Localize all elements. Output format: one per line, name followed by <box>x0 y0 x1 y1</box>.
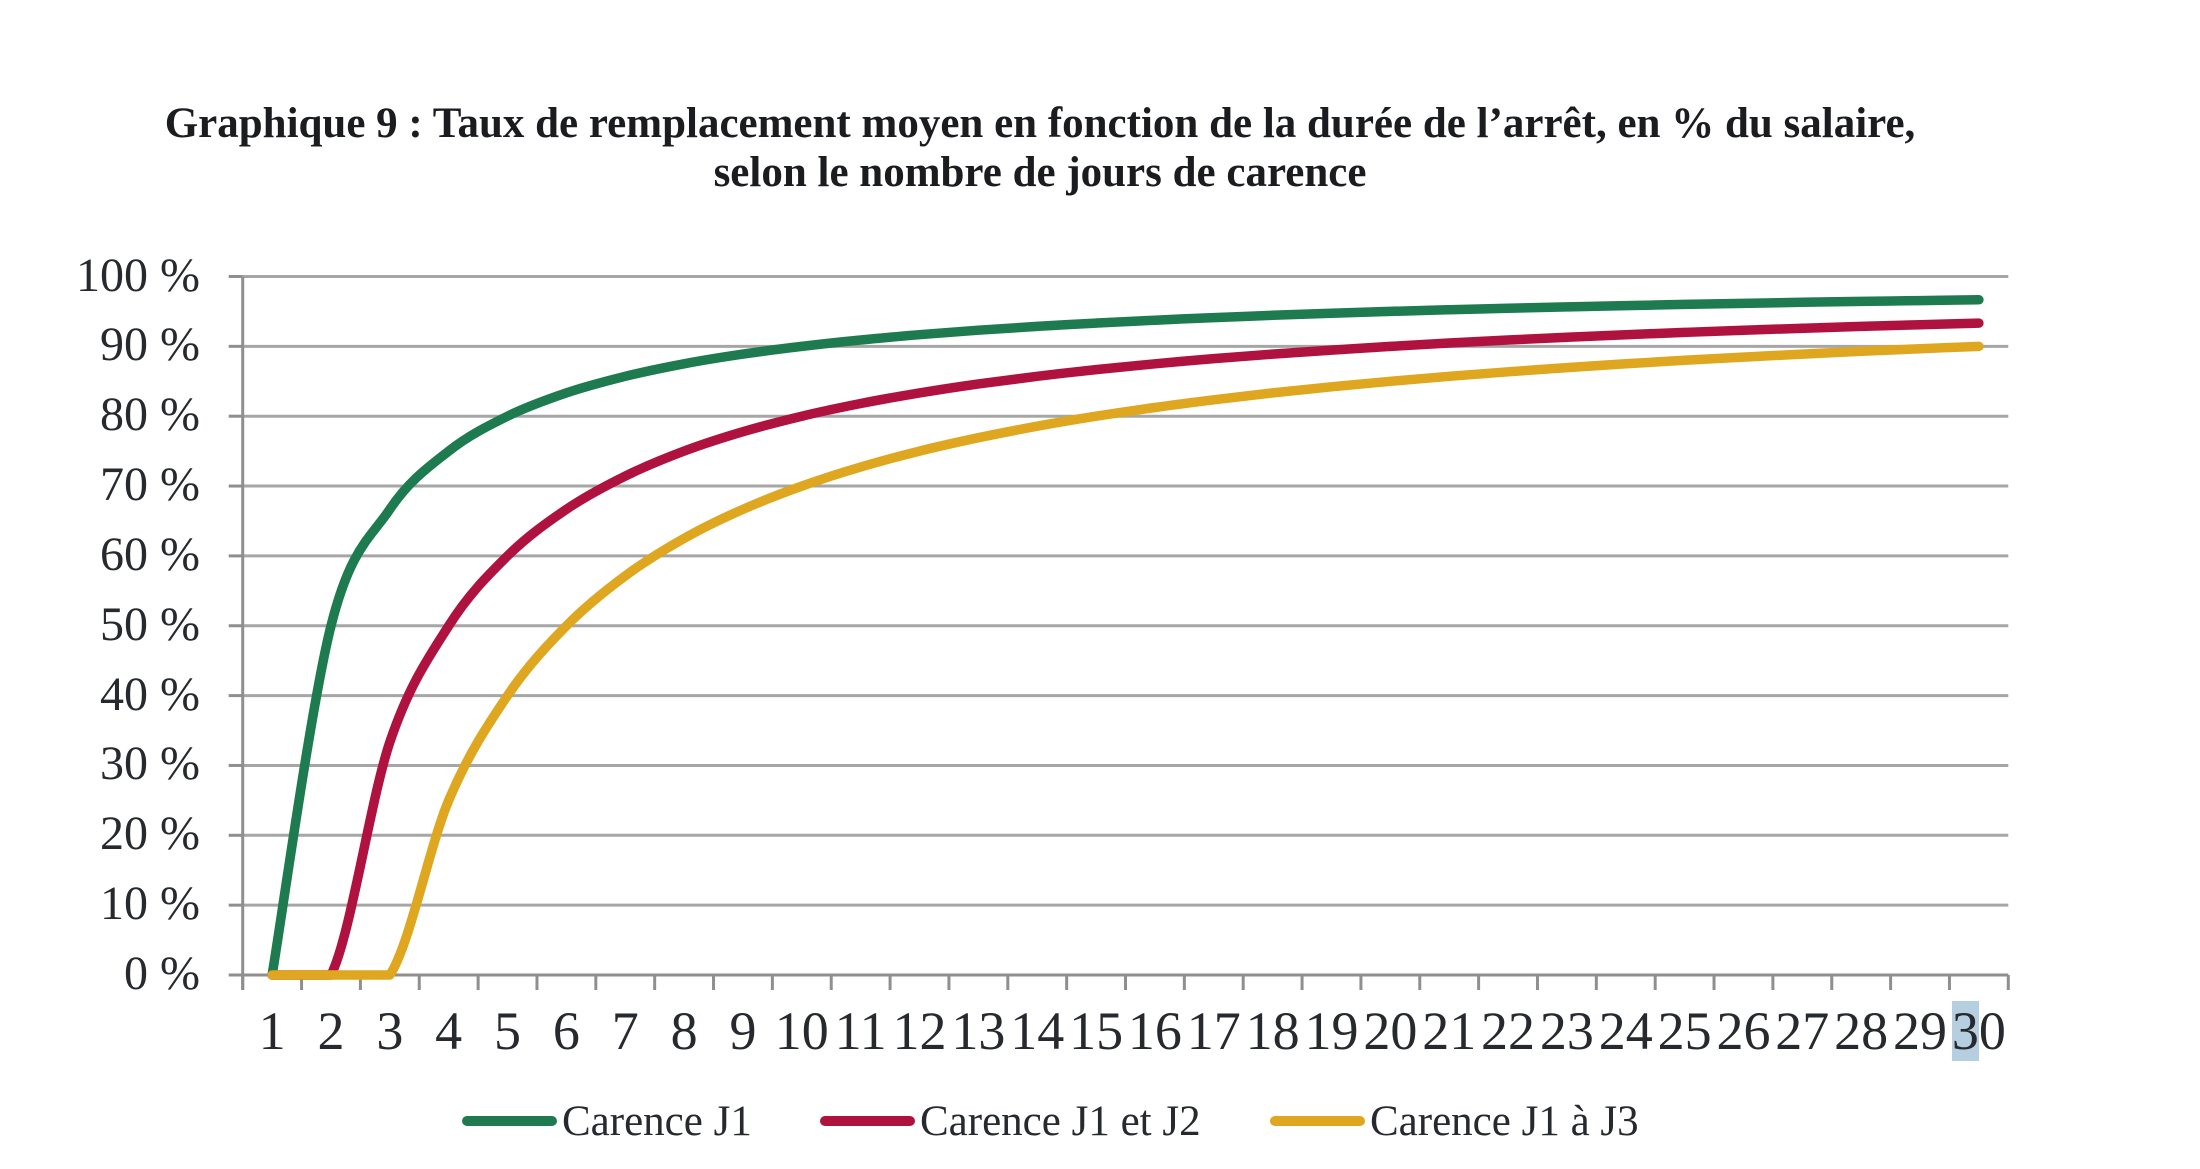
x-axis-tick-label: 28 <box>1834 1001 1889 1061</box>
legend-item: Carence J1 <box>462 1097 752 1145</box>
legend-swatch-carence-j1 <box>462 1116 557 1126</box>
y-axis-tick-label: 10 % <box>100 877 200 931</box>
legend-label: Carence J1 <box>562 1097 752 1145</box>
legend-item: Carence J1 à J3 <box>1270 1097 1639 1145</box>
x-axis-tick-label: 3 <box>376 1001 404 1061</box>
x-axis-tick-label: 20 <box>1363 1001 1418 1061</box>
x-axis-tick-label: 15 <box>1069 1001 1124 1061</box>
y-axis-tick-label: 20 % <box>100 807 200 861</box>
x-axis-tick-label: 17 <box>1186 1001 1241 1061</box>
legend-label: Carence J1 à J3 <box>1370 1097 1639 1145</box>
x-axis-tick-label: 9 <box>729 1001 757 1061</box>
x-axis-tick-label: 18 <box>1245 1001 1300 1061</box>
chart-title-line2: selon le nombre de jours de carence <box>713 149 1367 196</box>
x-axis-tick-label: 21 <box>1422 1001 1477 1061</box>
x-axis-tick-label: 2 <box>317 1001 345 1061</box>
x-axis-tick-label: 26 <box>1716 1001 1771 1061</box>
chart-title-line1: Graphique 9 : Taux de remplacement moyen… <box>164 100 1916 147</box>
x-axis-tick-label: 1 <box>258 1001 286 1061</box>
series-line-carence-j1-j3 <box>267 341 1984 980</box>
y-axis-tick-label: 0 % <box>124 947 200 1000</box>
x-axis-tick-label: 8 <box>670 1001 698 1061</box>
x-axis-tick-label: 10 <box>774 1001 829 1061</box>
x-axis-tick-label-selected: 30 <box>1951 1001 2006 1061</box>
y-axis-tick-label: 60 % <box>100 527 200 581</box>
x-axis-tick-label: 25 <box>1657 1001 1712 1061</box>
y-axis-tick-label: 40 % <box>100 667 200 721</box>
x-axis-tick-label: 16 <box>1127 1001 1182 1061</box>
legend-item: Carence J1 et J2 <box>820 1097 1201 1145</box>
x-axis-tick-label: 12 <box>892 1001 947 1061</box>
x-axis-tick-label: 24 <box>1598 1001 1653 1061</box>
y-axis-tick-label: 100 % <box>76 248 200 302</box>
y-axis-tick-label: 80 % <box>100 388 200 442</box>
y-axis-tick-label: 50 % <box>100 597 200 651</box>
x-axis-tick-label: 4 <box>435 1001 463 1061</box>
x-axis-tick-label: 14 <box>1010 1001 1065 1061</box>
x-axis-tick-label: 5 <box>494 1001 522 1061</box>
legend-swatch-carence-j1-et-j2 <box>820 1116 915 1126</box>
y-axis-tick-label: 90 % <box>100 318 200 372</box>
x-axis-tick-label: 6 <box>552 1001 580 1061</box>
x-axis-tick-label: 29 <box>1893 1001 1947 1061</box>
legend-swatch-carence-j1-j3 <box>1270 1116 1365 1126</box>
x-axis-tick-label: 19 <box>1304 1001 1359 1061</box>
x-axis-tick-label: 22 <box>1481 1001 1536 1061</box>
text-selection-highlight: 3 <box>1951 1001 1979 1061</box>
x-axis-tick-label: 11 <box>834 1001 887 1061</box>
series-lines <box>267 295 1984 980</box>
chart-title: Graphique 9 : Taux de remplacement moyen… <box>40 99 2040 197</box>
y-axis-tick-label: 70 % <box>100 458 200 512</box>
x-axis-tick-label: 13 <box>951 1001 1006 1061</box>
y-axis-tick-label: 30 % <box>100 737 200 791</box>
axes <box>228 275 2010 990</box>
series-line-carence-j1 <box>267 295 1984 980</box>
legend-label: Carence J1 et J2 <box>920 1097 1201 1145</box>
x-axis-tick-label: 7 <box>611 1001 639 1061</box>
x-axis-tick-label: 23 <box>1539 1001 1594 1061</box>
x-axis-tick-label: 27 <box>1775 1001 1830 1061</box>
series-line-carence-j1-et-j2 <box>267 318 1984 980</box>
